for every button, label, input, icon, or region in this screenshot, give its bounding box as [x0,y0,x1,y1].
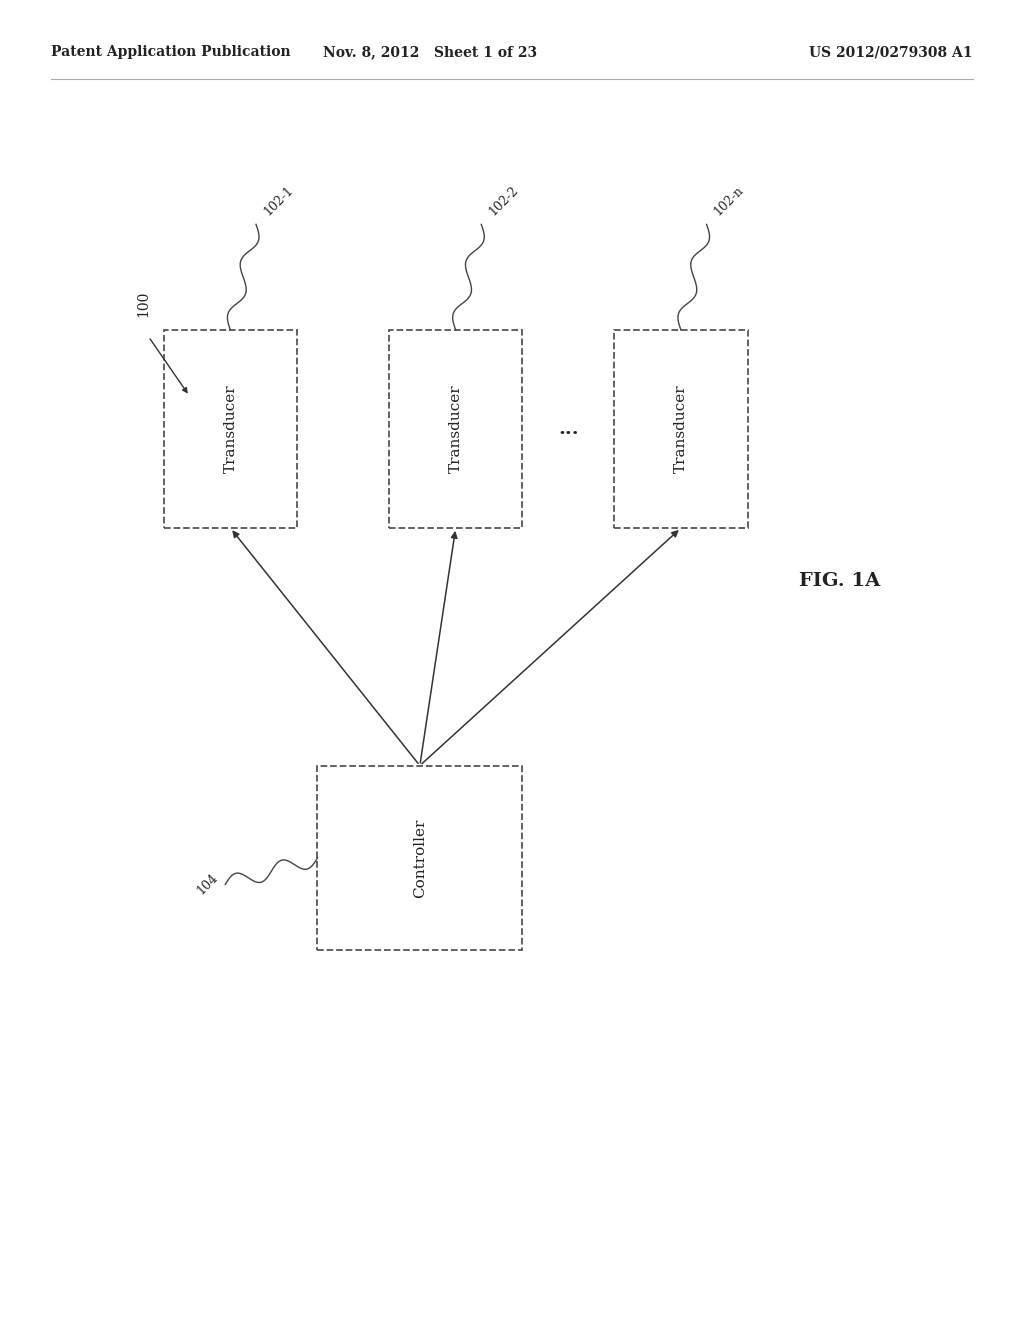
Text: Transducer: Transducer [674,384,688,474]
FancyBboxPatch shape [317,766,522,950]
Text: Controller: Controller [413,818,427,898]
Text: Nov. 8, 2012   Sheet 1 of 23: Nov. 8, 2012 Sheet 1 of 23 [323,45,538,59]
Text: 102-n: 102-n [712,183,746,218]
FancyBboxPatch shape [614,330,748,528]
Text: Transducer: Transducer [223,384,238,474]
Text: Transducer: Transducer [449,384,463,474]
Text: 104: 104 [194,871,220,898]
Text: US 2012/0279308 A1: US 2012/0279308 A1 [809,45,973,59]
Text: Patent Application Publication: Patent Application Publication [51,45,291,59]
Text: 102-1: 102-1 [261,183,296,218]
FancyBboxPatch shape [164,330,297,528]
FancyBboxPatch shape [389,330,522,528]
Text: FIG. 1A: FIG. 1A [799,572,881,590]
Text: 100: 100 [136,290,151,317]
Text: 102-2: 102-2 [486,183,521,218]
Text: ...: ... [558,420,579,438]
